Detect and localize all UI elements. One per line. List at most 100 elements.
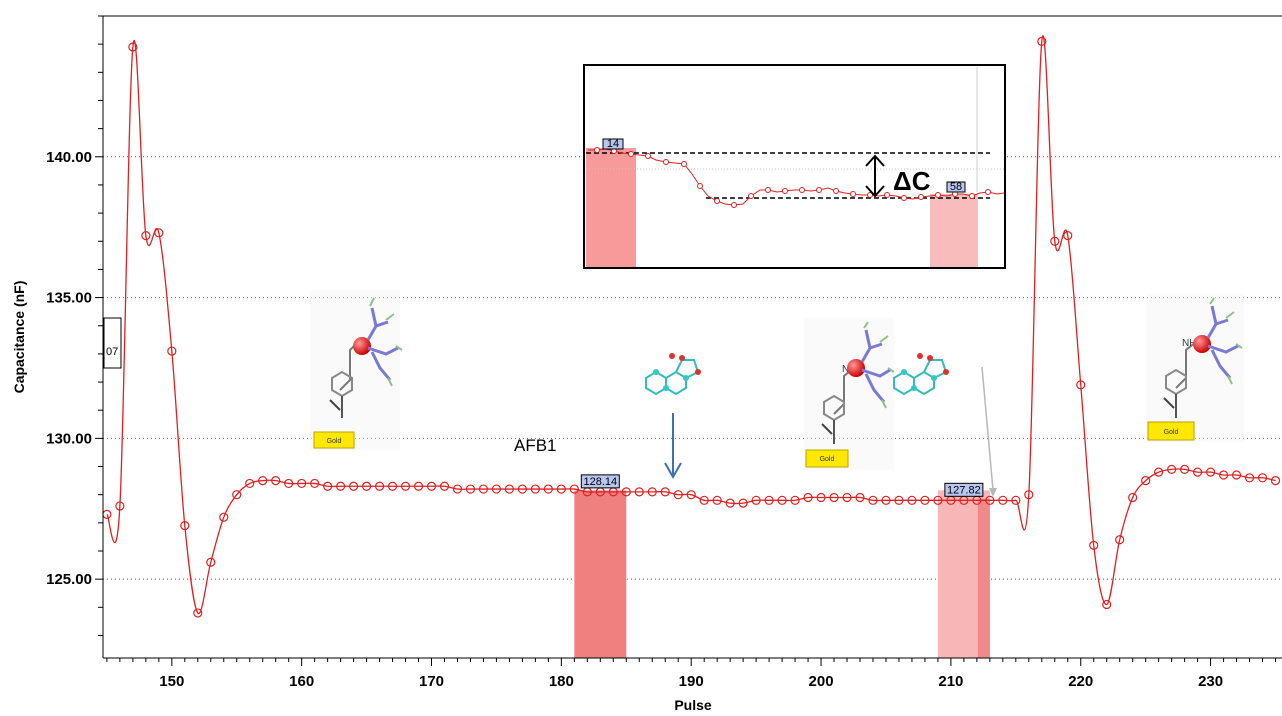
data-point [452, 484, 463, 494]
inset-zoom-panel: 14 58 ΔC [583, 64, 1006, 269]
data-point [167, 346, 177, 356]
inset-upper-label: 14 [607, 138, 619, 150]
edge-data-label: 07 [106, 346, 118, 358]
data-point [673, 490, 683, 500]
data-point [1218, 470, 1229, 480]
data-point [232, 490, 242, 500]
data-point [180, 521, 190, 531]
data-point [1180, 464, 1190, 474]
x-axis-title: Pulse [674, 697, 712, 713]
antibody-molecule-1: NH Gold [310, 290, 403, 450]
data-point [920, 495, 930, 505]
data-point [1102, 599, 1112, 610]
data-point [569, 484, 579, 494]
data-point [1205, 467, 1216, 477]
data-point [530, 484, 540, 494]
data-point [803, 492, 813, 503]
data-point [193, 608, 203, 618]
data-point [842, 492, 852, 503]
data-point [1154, 467, 1164, 477]
data-point [985, 495, 995, 505]
data-point [310, 478, 320, 489]
data-label: 127.82 [947, 484, 981, 496]
antibody-molecule-3: NH Gold [1146, 294, 1244, 442]
gold-label: Gold [1164, 429, 1179, 436]
data-point [297, 478, 307, 489]
data-point [868, 495, 878, 505]
gold-label: Gold [820, 456, 835, 463]
y-tick-label: 130.00 [46, 430, 92, 447]
data-point [1257, 473, 1268, 483]
data-point [103, 509, 112, 519]
data-point [634, 487, 644, 497]
data-point [712, 495, 722, 505]
inset-highlight-2 [930, 194, 978, 267]
data-point [361, 481, 372, 491]
inset-highlight-1 [586, 148, 636, 267]
data-point [1076, 380, 1086, 390]
data-point [829, 492, 839, 503]
data-point [1244, 473, 1255, 483]
data-point [1037, 36, 1047, 46]
data-point [323, 481, 333, 491]
antibody-molecule-2: NH Gold [804, 318, 895, 470]
data-point [790, 495, 800, 505]
x-tick-label: 220 [1068, 673, 1093, 690]
x-tick-label: 190 [679, 673, 704, 690]
pointer-line [981, 366, 994, 491]
series-line [106, 35, 1276, 614]
data-point [1270, 476, 1281, 486]
inset-lower-label: 58 [950, 181, 962, 193]
data-point [1089, 540, 1099, 550]
edge-label-box [103, 317, 122, 369]
data-point [154, 228, 164, 238]
highlight-region-edge [977, 498, 990, 658]
data-point [738, 498, 748, 508]
x-axis-ticks: 150 160 170 180 190 200 210 220 230 [106, 658, 1277, 690]
data-label-box [580, 474, 620, 489]
data-point [517, 484, 528, 494]
down-arrow-icon [664, 413, 682, 480]
data-point [465, 484, 476, 494]
y-tick-label: 135.00 [46, 290, 92, 307]
data-point [387, 481, 398, 491]
data-point [206, 557, 216, 567]
x-tick-label: 170 [419, 673, 444, 690]
afb1-molecule-2 [893, 353, 949, 396]
data-point [556, 484, 566, 494]
data-point [258, 476, 268, 486]
data-point [1063, 231, 1073, 241]
y-axis-ticks: 125.00 130.00 135.00 140.00 [46, 15, 103, 636]
data-point [881, 495, 891, 505]
data-point [439, 481, 450, 491]
data-point [141, 231, 151, 241]
data-point [816, 492, 826, 503]
gridlines [103, 156, 1282, 580]
inset-series-points [594, 147, 991, 208]
data-point [1167, 464, 1177, 474]
afb1-label: AFB1 [514, 436, 557, 455]
data-point [777, 495, 787, 505]
data-point [504, 484, 515, 494]
data-point [686, 490, 696, 500]
data-label: 128.14 [583, 476, 617, 488]
data-point [115, 501, 125, 511]
data-point [413, 481, 424, 491]
data-point [751, 495, 761, 505]
data-point [128, 42, 138, 52]
data-point [647, 487, 657, 497]
data-point [245, 478, 255, 489]
x-tick-label: 200 [809, 673, 834, 690]
data-point [998, 495, 1008, 505]
data-label-box [944, 482, 984, 497]
x-tick-label: 180 [549, 673, 574, 690]
data-point [855, 492, 865, 503]
data-point [336, 481, 346, 491]
data-point [400, 481, 411, 491]
data-point [1141, 476, 1151, 486]
data-point [374, 481, 385, 491]
data-point [1193, 467, 1203, 477]
data-point [349, 481, 359, 491]
y-axis-title: Capacitance (nF) [11, 281, 27, 394]
